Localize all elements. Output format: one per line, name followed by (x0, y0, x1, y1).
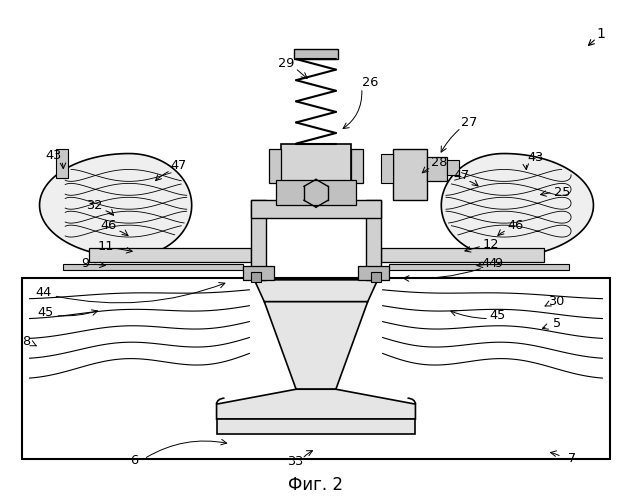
Bar (294, 49, 338, 59)
Text: 44: 44 (35, 286, 52, 300)
Bar (351, 148, 363, 184)
Text: 46: 46 (508, 218, 524, 232)
Polygon shape (264, 302, 368, 389)
Text: 47: 47 (453, 169, 469, 182)
Bar (269, 148, 281, 184)
Text: 8: 8 (23, 335, 31, 348)
Text: 47: 47 (170, 159, 187, 172)
Text: Фиг. 2: Фиг. 2 (288, 476, 343, 494)
Polygon shape (251, 200, 380, 218)
Polygon shape (380, 248, 544, 262)
Text: 11: 11 (98, 240, 114, 252)
Bar (392, 148, 427, 201)
Polygon shape (244, 266, 274, 280)
Text: 6: 6 (130, 454, 138, 468)
Polygon shape (89, 248, 251, 262)
Text: 29: 29 (278, 56, 294, 70)
Polygon shape (63, 264, 244, 270)
Text: 1: 1 (596, 27, 605, 41)
Polygon shape (370, 272, 380, 282)
Polygon shape (366, 200, 380, 280)
Text: 43: 43 (528, 151, 544, 164)
Text: 28: 28 (431, 156, 447, 169)
Bar (281, 144, 351, 205)
Bar (216, 419, 415, 434)
Polygon shape (40, 154, 192, 257)
Text: 45: 45 (490, 309, 506, 322)
Text: 46: 46 (100, 218, 116, 232)
Text: 45: 45 (37, 306, 54, 319)
Polygon shape (358, 266, 389, 280)
Polygon shape (389, 264, 569, 270)
Text: 9: 9 (494, 258, 502, 270)
Text: 32: 32 (86, 198, 102, 212)
Bar (447, 160, 459, 176)
Text: 27: 27 (461, 116, 477, 129)
Text: 7: 7 (567, 452, 575, 466)
Text: 5: 5 (553, 317, 561, 330)
Polygon shape (251, 272, 261, 282)
Text: 30: 30 (548, 295, 565, 308)
Text: 25: 25 (555, 186, 571, 199)
Text: 33: 33 (287, 456, 304, 468)
Polygon shape (216, 389, 415, 419)
Polygon shape (441, 154, 593, 257)
Bar (276, 180, 356, 205)
Text: 26: 26 (362, 76, 378, 90)
Bar (21, 278, 610, 459)
Text: 12: 12 (483, 238, 499, 250)
Bar (427, 156, 447, 182)
Text: 44: 44 (481, 258, 497, 270)
Polygon shape (254, 280, 377, 301)
Text: 43: 43 (45, 149, 62, 162)
Bar (380, 154, 392, 184)
Bar (56, 148, 68, 178)
Text: 9: 9 (81, 258, 90, 270)
Polygon shape (251, 200, 266, 280)
